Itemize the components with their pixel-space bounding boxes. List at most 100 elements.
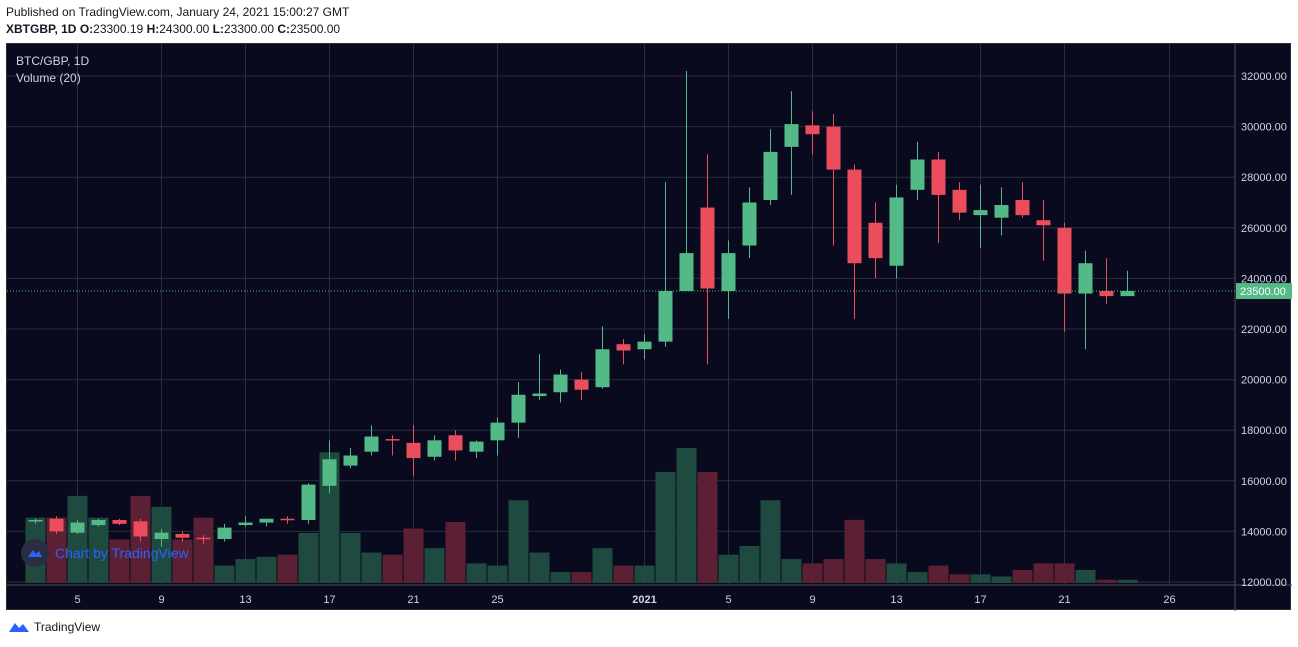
candle-body (154, 532, 169, 539)
candle-body (217, 527, 232, 539)
candle-body (931, 159, 946, 195)
high-value: 24300.00 (159, 22, 210, 36)
open-value: 23300.19 (93, 22, 144, 36)
volume-bar (172, 539, 193, 583)
volume-bar (781, 559, 802, 583)
chart-panel[interactable]: 12000.00 14000.00 16000.00 18000.00 20000.00… (6, 43, 1292, 611)
candle-body (679, 253, 694, 292)
price-tick-label: 12000.00 (1241, 577, 1287, 589)
candle-body (805, 125, 820, 135)
time-tick-label: 26 (1163, 594, 1175, 606)
tradingview-logo-icon (9, 623, 29, 632)
volume-bar (466, 563, 487, 583)
candle-body (364, 436, 379, 452)
candle-body (511, 394, 526, 423)
candle-body (343, 455, 358, 466)
candle-body (637, 341, 652, 350)
candle-body (70, 522, 85, 533)
volume-bar (340, 532, 361, 583)
time-tick-label: 17 (323, 594, 335, 606)
ohlc-readout: XBTGBP, 1D O:23300.19 H:24300.00 L:23300… (6, 22, 340, 36)
candle-body (1078, 263, 1093, 294)
tradingview-cloud-icon (21, 539, 49, 567)
time-tick-label: 9 (158, 594, 164, 606)
candle-body (469, 441, 484, 452)
volume-bar (697, 471, 718, 583)
published-note: Published on TradingView.com, January 24… (6, 5, 350, 19)
time-tick-label: 21 (407, 594, 419, 606)
footer-brand-text: TradingView (34, 620, 101, 634)
candle-body (742, 202, 757, 246)
candle-body (280, 518, 295, 521)
high-label: H: (146, 22, 160, 36)
volume-bar (592, 548, 613, 583)
price-tick-label: 30000.00 (1241, 122, 1287, 134)
low-label: L: (212, 22, 224, 36)
symbol-label: XBTGBP, 1D (6, 22, 77, 36)
candle-body (616, 344, 631, 351)
tradingview-watermark[interactable]: Chart by TradingView (21, 539, 189, 567)
volume-bar (235, 559, 256, 583)
candle-body (238, 522, 253, 526)
candle-body (1120, 291, 1135, 297)
volume-bar (445, 522, 466, 583)
candle-body (490, 422, 505, 441)
chart-legend: BTC/GBP, 1D Volume (20) (16, 53, 89, 87)
volume-bar (277, 554, 298, 583)
candle-body (889, 197, 904, 266)
candle-body (322, 459, 337, 486)
volume-bar (550, 572, 571, 583)
price-tick-label: 32000.00 (1241, 71, 1287, 83)
volume-bar (760, 500, 781, 583)
volume-bar (361, 552, 382, 583)
candle-body (952, 189, 967, 213)
volume-bar (1012, 569, 1033, 583)
time-tick-label: 5 (74, 594, 80, 606)
volume-bar (970, 574, 991, 583)
candle-body (385, 439, 400, 441)
price-tick-label: 18000.00 (1241, 425, 1287, 437)
candle-body (553, 374, 568, 393)
candle-body (826, 126, 841, 170)
last-price-tag (1236, 283, 1292, 300)
candle-body (973, 210, 988, 216)
candle-body (763, 151, 778, 200)
price-chart[interactable]: 12000.00 14000.00 16000.00 18000.00 20000.00… (7, 44, 1292, 611)
price-tick-label: 16000.00 (1241, 476, 1287, 488)
time-tick-label: 2021 (632, 594, 656, 606)
volume-bar (1075, 569, 1096, 583)
volume-bar (949, 574, 970, 583)
volume-bar (655, 471, 676, 583)
time-tick-label: 25 (491, 594, 503, 606)
volume-bar (1117, 579, 1138, 583)
time-tick-label: 17 (974, 594, 986, 606)
volume-bar (634, 565, 655, 583)
candle-body (847, 169, 862, 264)
candle-body (1099, 291, 1114, 297)
volume-bar (865, 559, 886, 583)
footer-brand[interactable]: TradingView (8, 620, 100, 634)
pair-label: BTC/GBP, 1D (16, 54, 90, 68)
volume-bar (403, 528, 424, 583)
candle-body (574, 379, 589, 390)
volume-bar (928, 565, 949, 583)
volume-bar (88, 517, 109, 583)
volume-bar (67, 495, 88, 583)
open-label: O: (79, 22, 94, 36)
candle-body (175, 533, 190, 538)
volume-bar (907, 572, 928, 583)
time-tick-label: 21 (1058, 594, 1070, 606)
volume-bar (1096, 579, 1117, 583)
price-tick-label: 24000.00 (1241, 273, 1287, 285)
volume-bar (844, 519, 865, 583)
time-tick-label: 5 (725, 594, 731, 606)
candle-body (910, 159, 925, 190)
volume-label: Volume (20) (16, 71, 81, 85)
last-price-label: 23500.00 (1240, 286, 1286, 298)
volume-bar (298, 532, 319, 583)
candle-body (301, 484, 316, 521)
price-tick-label: 26000.00 (1241, 223, 1287, 235)
volume-bar (571, 572, 592, 583)
volume-bar (424, 548, 445, 583)
watermark-text: Chart by TradingView (55, 545, 189, 561)
